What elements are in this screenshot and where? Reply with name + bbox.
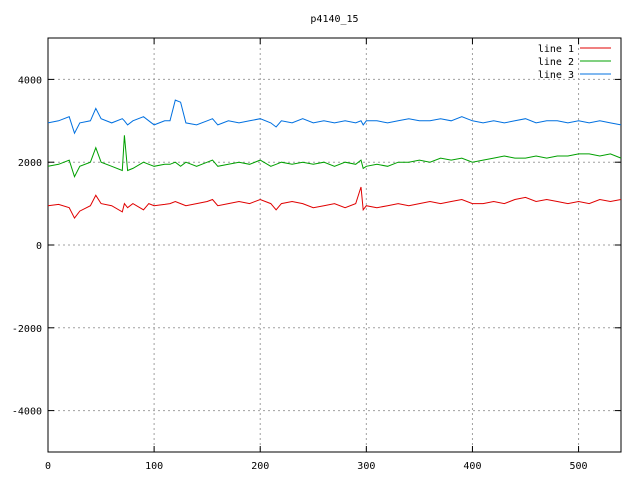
x-tick-label: 100 [145,461,163,472]
y-tick-label: 0 [36,241,42,252]
x-tick-label: 200 [251,461,269,472]
y-tick-label: -4000 [12,407,42,418]
x-tick-label: 400 [463,461,481,472]
x-tick-label: 300 [357,461,375,472]
legend-label-1: line 1 [538,44,574,55]
y-tick-label: 4000 [18,75,42,86]
x-tick-label: 500 [570,461,588,472]
legend-label-2: line 2 [538,57,574,68]
chart-title: p4140_15 [310,14,358,25]
x-axis: 0 100 200 300 400 500 [45,38,588,472]
grid [48,38,621,452]
legend-label-3: line 3 [538,70,574,81]
series-line-3 [47,99,622,135]
y-tick-label: 2000 [18,158,42,169]
y-tick-label: -2000 [12,324,42,335]
series-line-1 [47,186,622,220]
series-line-2 [47,135,622,179]
y-axis: -4000 -2000 0 2000 4000 [12,75,621,418]
x-tick-label: 0 [45,461,51,472]
series-group [47,99,622,220]
legend: line 1 line 2 line 3 [538,44,611,81]
